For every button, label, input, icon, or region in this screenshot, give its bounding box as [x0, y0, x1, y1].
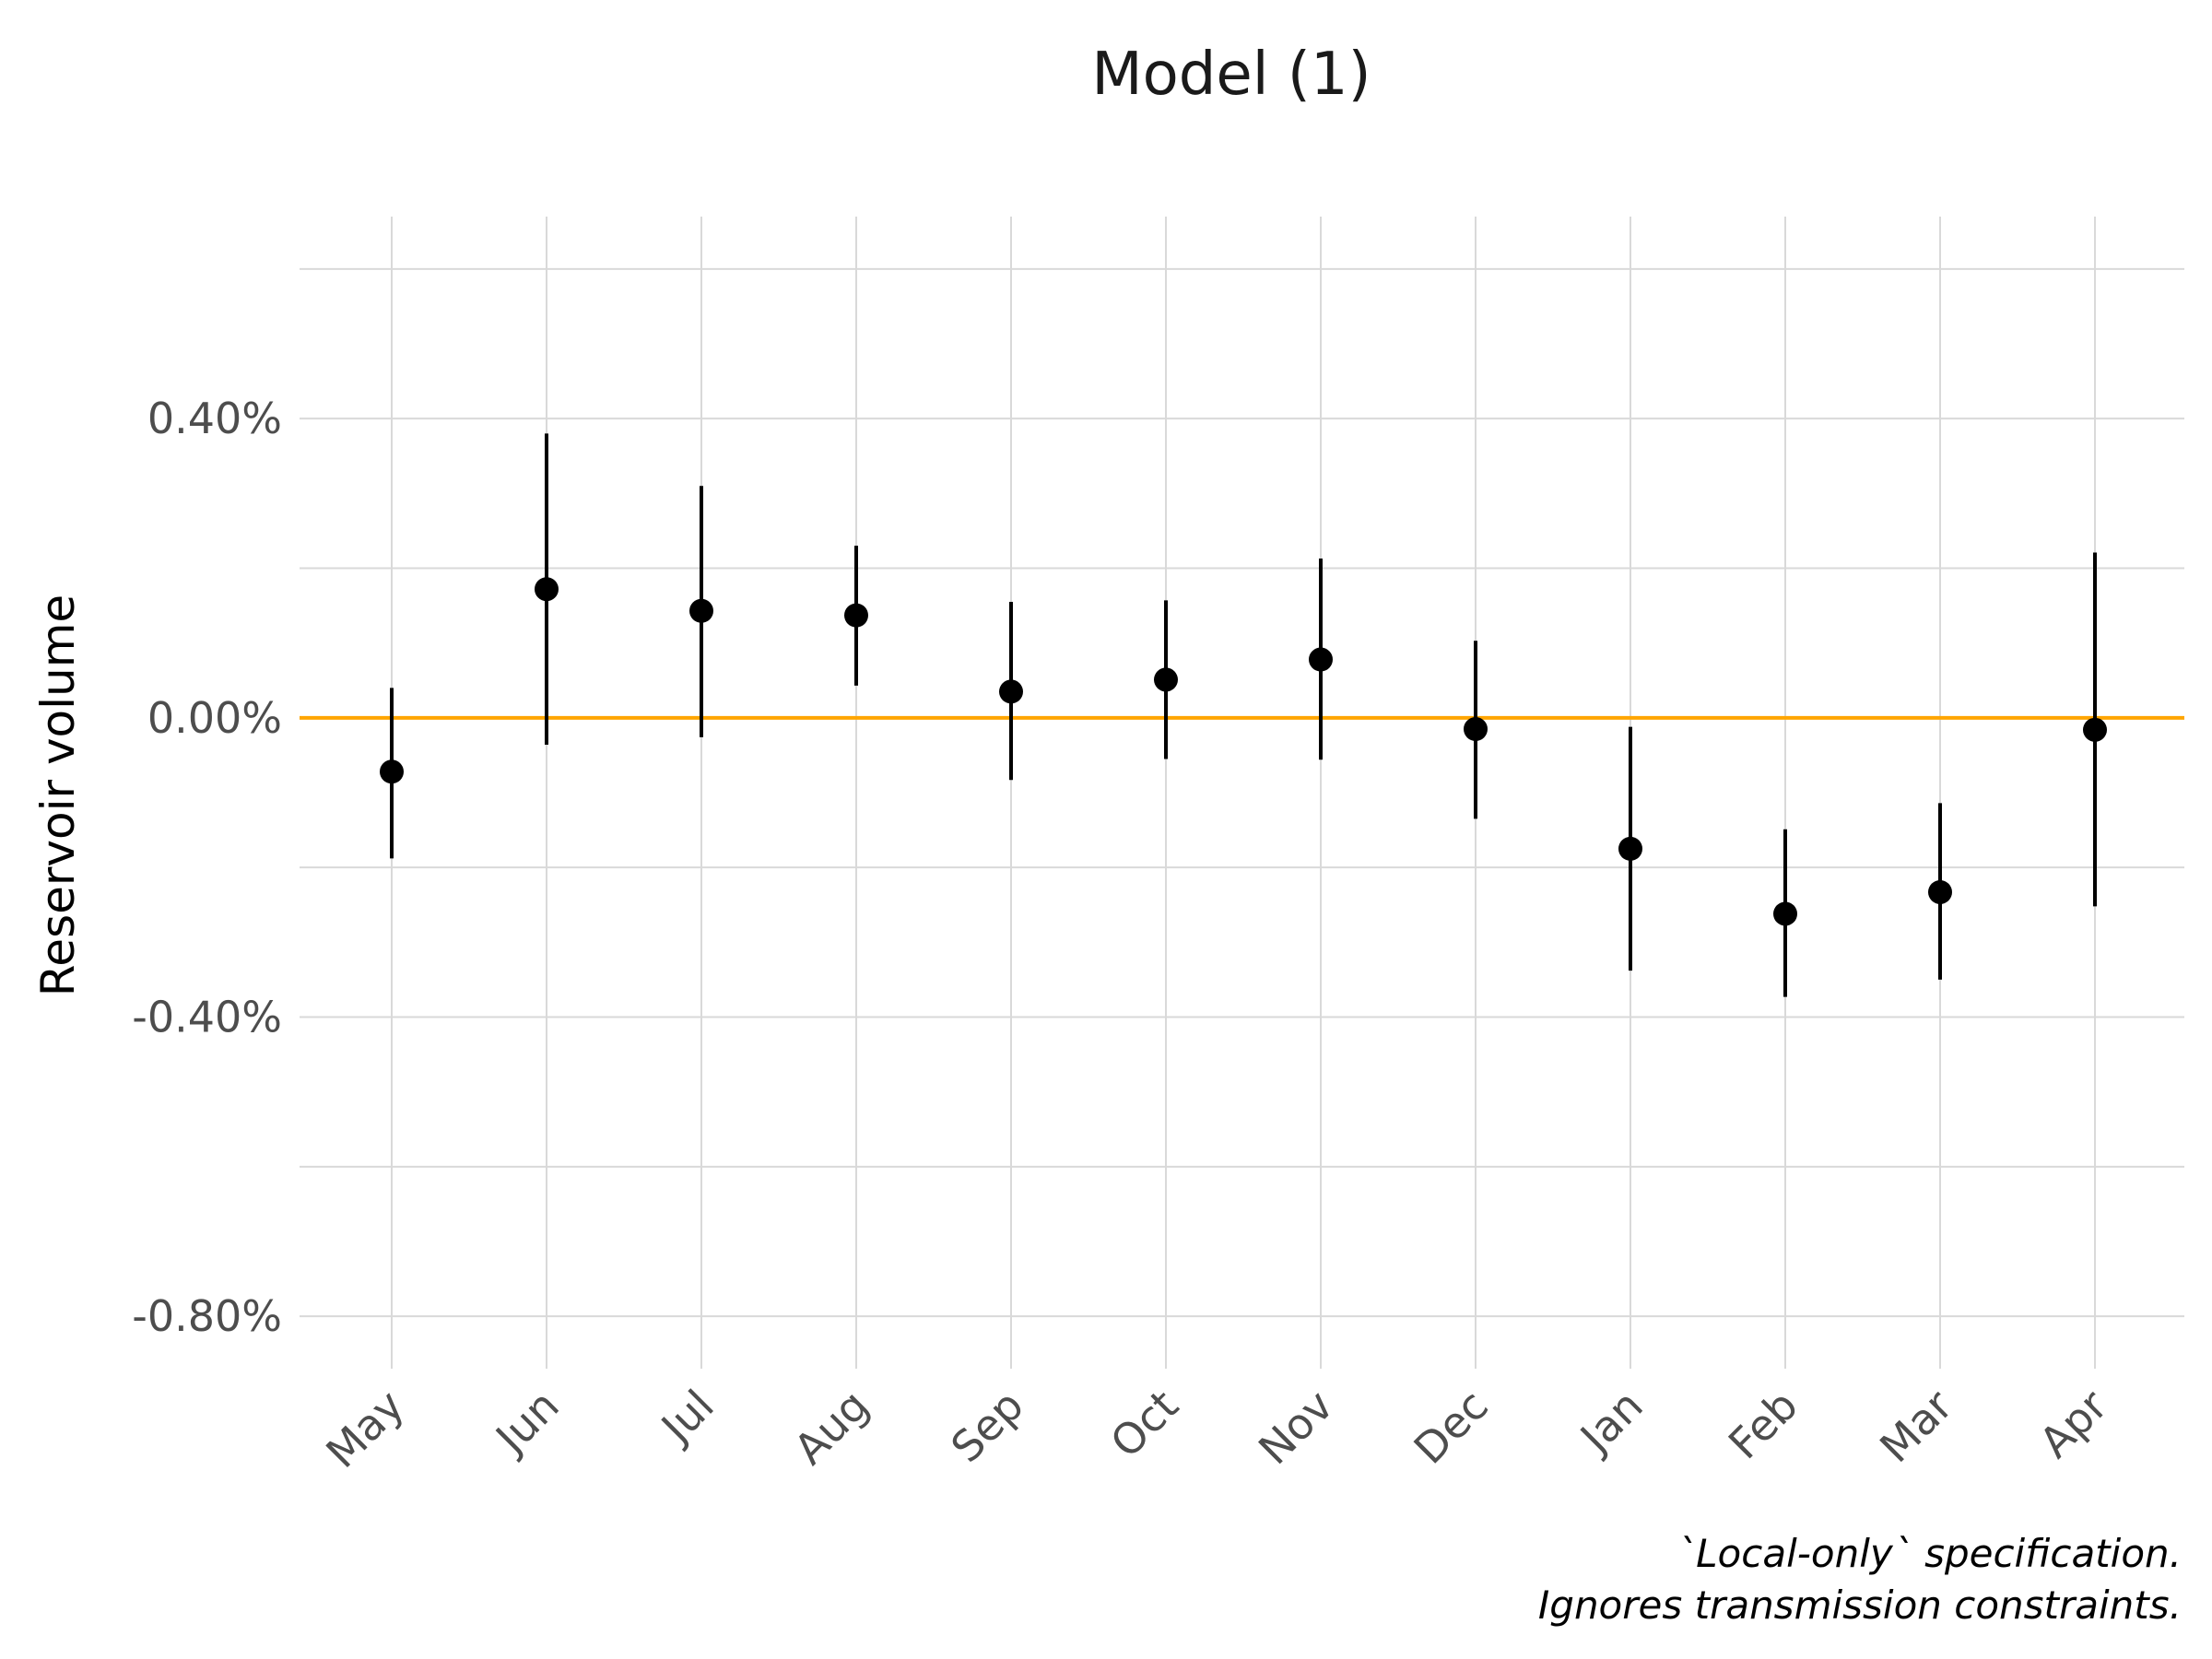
- point-dec: [1464, 717, 1488, 742]
- x-tick-label-oct: Oct: [1100, 1381, 1187, 1467]
- x-tick-label-apr: Apr: [2030, 1381, 2117, 1468]
- chart-title: Model (1): [1091, 41, 1371, 109]
- point-jan: [1618, 836, 1642, 861]
- y-tick-labels: -0.80% -0.40% 0.00% 0.40%: [132, 394, 282, 1341]
- y-tick-label: 0.00%: [147, 693, 282, 743]
- point-may: [380, 759, 404, 784]
- x-tick-label-mar: Mar: [1870, 1381, 1962, 1473]
- point-aug: [844, 603, 868, 628]
- x-tick-label-jul: Jul: [650, 1381, 724, 1454]
- x-tick-label-sep: Sep: [941, 1381, 1032, 1472]
- y-axis-label: Reservoir volume: [31, 594, 85, 996]
- mark-layer: [380, 433, 2107, 997]
- caption-line-1: `Local-only` specification.: [1677, 1531, 2182, 1576]
- x-tick-label-dec: Dec: [1405, 1381, 1498, 1474]
- caption-line-2: Ignores transmission constraints.: [1538, 1583, 2182, 1628]
- point-nov: [1309, 647, 1333, 672]
- point-feb: [1773, 901, 1797, 926]
- point-jul: [689, 598, 713, 623]
- y-tick-label: 0.40%: [147, 394, 282, 443]
- grid-layer: [300, 217, 2184, 1369]
- x-tick-label-jan: Jan: [1569, 1381, 1652, 1464]
- y-tick-label: -0.40%: [132, 993, 282, 1042]
- point-oct: [1154, 667, 1178, 692]
- x-tick-label-feb: Feb: [1719, 1381, 1807, 1469]
- y-tick-label: -0.80%: [132, 1291, 282, 1341]
- point-apr: [2083, 717, 2107, 742]
- point-jun: [535, 577, 559, 602]
- x-tick-label-nov: Nov: [1249, 1381, 1343, 1475]
- x-tick-label-jun: Jun: [485, 1381, 569, 1465]
- x-tick-label-may: May: [316, 1381, 413, 1477]
- point-sep: [999, 679, 1023, 704]
- x-tick-labels: May Jun Jul Aug Sep Oct Nov Dec Jan Feb Mar Apr: [316, 1381, 2116, 1477]
- x-tick-label-aug: Aug: [784, 1381, 878, 1475]
- point-mar: [1928, 879, 1952, 904]
